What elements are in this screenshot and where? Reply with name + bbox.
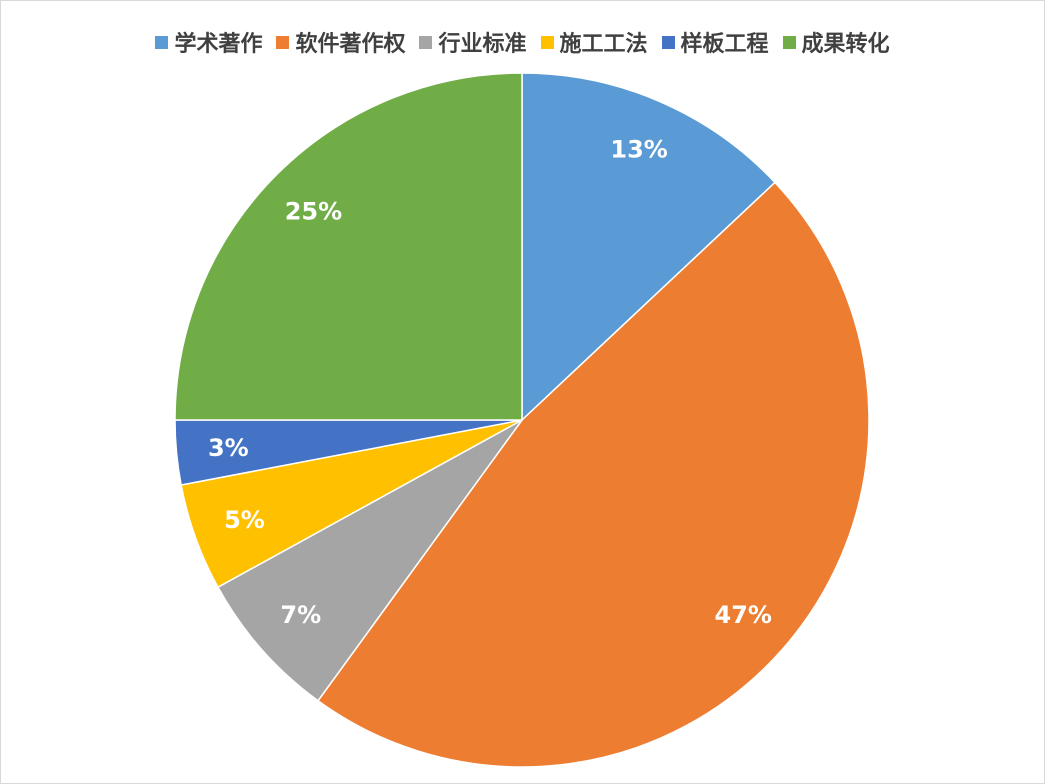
pie-data-label: 7%	[280, 601, 321, 629]
legend-item: 施工工法	[540, 26, 648, 58]
pie-data-label: 47%	[715, 601, 772, 629]
legend-swatch	[661, 35, 675, 49]
pie-slice	[521, 72, 777, 422]
legend-label: 学术著作	[174, 32, 263, 57]
pie-data-label: 25%	[285, 197, 342, 225]
pie-slice	[216, 419, 523, 702]
pie-slice	[174, 72, 523, 421]
pie-slices	[174, 72, 870, 768]
legend-swatch	[540, 35, 554, 49]
legend-label: 施工工法	[559, 32, 648, 57]
legend-label: 成果转化	[801, 32, 890, 57]
legend-swatch	[276, 35, 290, 49]
legend-swatch	[419, 35, 433, 49]
pie-data-labels: 13% 47% 7% 5% 3% 25%	[208, 135, 772, 629]
pie-data-label: 5%	[224, 506, 265, 534]
legend-item: 样板工程	[661, 26, 769, 58]
legend-swatch	[782, 35, 796, 49]
pie-data-label: 3%	[208, 434, 249, 462]
legend-label: 样板工程	[680, 32, 769, 57]
pie-slice	[316, 181, 870, 768]
legend: 学术著作 软件著作权 行业标准 施工工法 样板工程 成果转化	[0, 26, 1045, 58]
legend-item: 行业标准	[419, 26, 527, 58]
legend-label: 行业标准	[438, 32, 527, 57]
legend-item: 软件著作权	[276, 26, 405, 58]
pie-data-label: 13%	[610, 135, 667, 163]
legend-item: 成果转化	[782, 26, 890, 58]
legend-label: 软件著作权	[295, 32, 406, 57]
legend-item: 学术著作	[155, 26, 262, 58]
legend-swatch	[155, 35, 169, 49]
